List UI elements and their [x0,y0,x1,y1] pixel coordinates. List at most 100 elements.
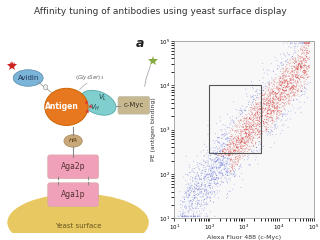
Point [261,98,266,102]
Point [191,213,196,216]
Point [285,79,291,83]
Point [248,108,253,112]
Point [271,93,276,97]
Point [285,60,290,64]
Point [216,157,221,161]
Point [186,214,191,218]
Point [295,67,300,71]
Point [241,137,246,140]
Point [298,64,303,68]
Point [268,101,273,105]
Point [295,76,300,79]
Point [215,191,220,195]
Point [220,155,226,158]
Point [280,123,285,127]
Point [294,67,299,71]
Point [185,173,190,177]
Point [251,135,256,139]
Point [297,73,302,77]
Point [288,86,293,90]
Point [259,102,264,105]
Point [276,98,281,102]
Point [290,73,295,77]
Point [263,92,268,96]
Point [220,134,225,138]
Point [267,98,272,102]
Point [188,177,193,181]
Point [307,55,312,59]
Point [240,154,245,158]
Point [279,118,284,122]
Point [204,145,209,149]
Point [304,43,309,47]
Point [208,199,213,203]
Point [235,128,240,132]
Point [289,87,294,90]
Point [234,139,239,143]
Point [239,139,244,143]
Point [257,79,262,83]
Point [256,96,261,100]
Point [258,132,263,135]
Point [272,98,277,102]
Point [235,150,240,153]
Point [244,127,249,131]
Point [274,112,279,116]
Point [268,100,273,103]
Point [234,140,239,144]
Point [292,62,297,66]
Point [210,166,215,170]
Point [285,126,291,129]
Point [188,191,193,195]
Point [237,154,243,158]
Point [298,64,303,68]
Point [218,163,223,167]
Point [298,47,303,50]
Point [249,140,254,144]
Point [236,156,241,159]
Point [234,125,239,129]
Point [276,114,281,117]
Point [249,127,254,131]
Point [223,133,228,137]
Point [227,167,232,170]
Point [299,67,304,71]
Point [225,170,230,174]
Point [224,170,229,174]
Point [292,46,297,50]
Point [246,101,251,104]
Point [214,145,219,149]
Point [180,214,185,218]
Point [223,172,228,176]
Point [262,100,267,103]
Point [301,41,306,45]
Point [255,94,260,97]
Point [252,125,257,128]
Point [294,84,299,88]
Point [268,92,274,96]
Point [253,158,258,162]
Point [217,170,222,174]
Point [254,155,259,159]
Point [239,172,244,175]
Point [306,57,311,60]
Point [230,187,236,191]
Point [264,101,269,105]
Point [215,152,220,156]
Point [301,69,306,73]
Point [294,98,299,102]
Point [236,160,241,164]
Point [189,195,195,199]
Point [256,122,261,126]
Point [256,107,261,111]
Point [282,94,287,97]
Text: a: a [135,37,144,50]
Point [238,164,243,168]
Point [266,111,271,115]
Point [183,203,188,207]
Point [201,199,206,203]
Point [258,143,263,146]
Point [252,120,257,124]
Point [299,66,304,69]
Point [246,156,252,160]
